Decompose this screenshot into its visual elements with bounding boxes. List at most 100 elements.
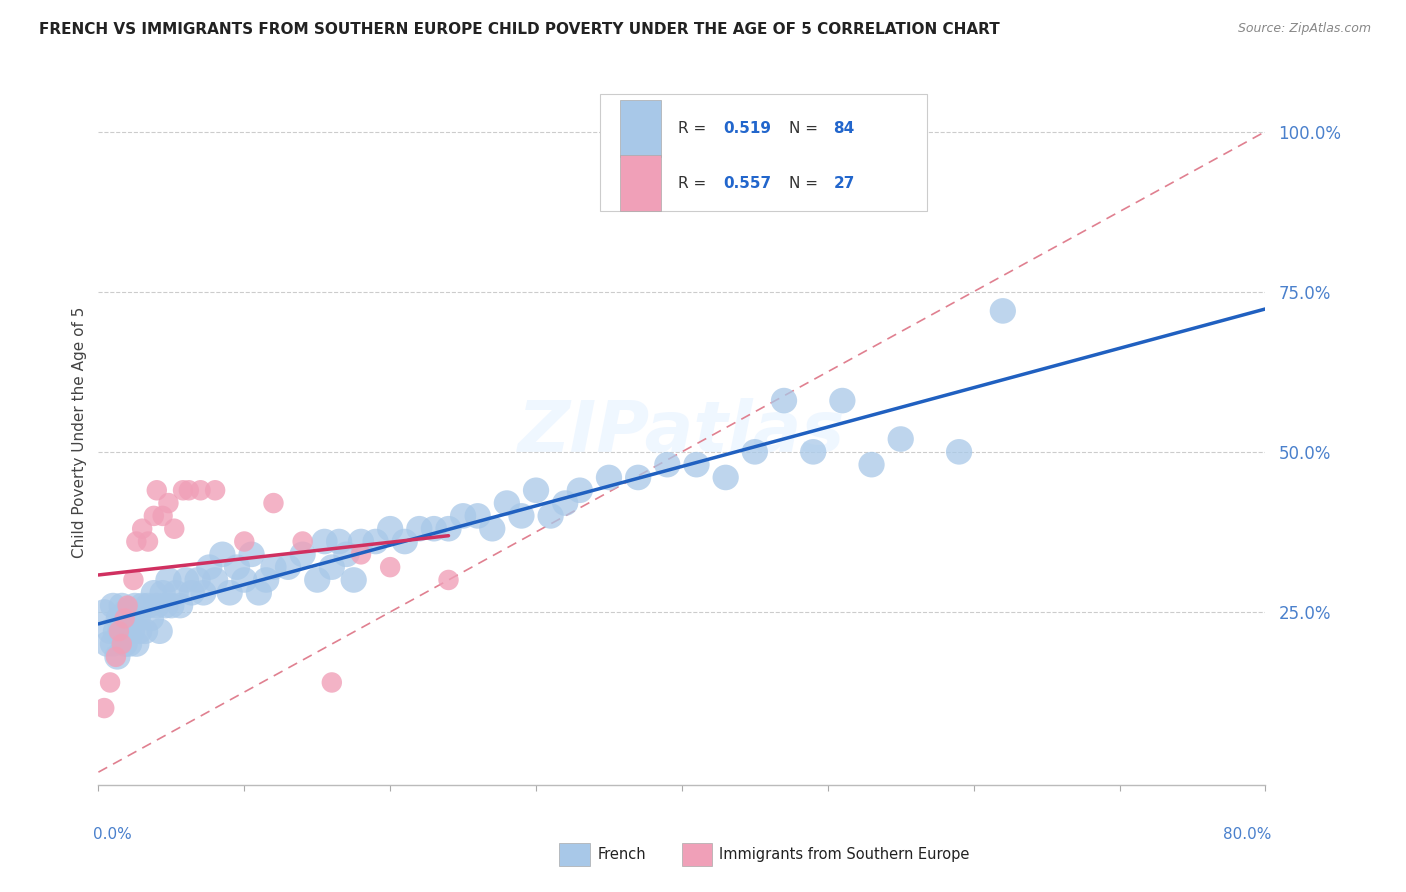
Ellipse shape [626,465,651,491]
Ellipse shape [97,618,124,644]
Ellipse shape [290,541,316,567]
Ellipse shape [132,518,152,539]
Text: R =: R = [679,121,711,136]
Ellipse shape [887,426,914,452]
Ellipse shape [859,452,884,477]
Text: 80.0%: 80.0% [1223,827,1271,842]
Text: 0.519: 0.519 [723,121,770,136]
Ellipse shape [190,580,217,606]
Ellipse shape [311,529,337,554]
Text: Immigrants from Southern Europe: Immigrants from Southern Europe [720,847,970,863]
Ellipse shape [138,606,165,632]
Ellipse shape [143,506,165,526]
Ellipse shape [523,477,550,503]
Text: 0.557: 0.557 [723,176,770,191]
Ellipse shape [347,529,374,554]
Text: FRENCH VS IMMIGRANTS FROM SOUTHERN EUROPE CHILD POVERTY UNDER THE AGE OF 5 CORRE: FRENCH VS IMMIGRANTS FROM SOUTHERN EUROP… [39,22,1000,37]
Ellipse shape [105,606,132,632]
Ellipse shape [350,544,371,565]
Ellipse shape [436,516,461,541]
Text: N =: N = [789,121,823,136]
Ellipse shape [94,698,114,718]
Ellipse shape [239,541,264,567]
Ellipse shape [173,480,193,500]
Ellipse shape [112,599,139,624]
Ellipse shape [377,516,404,541]
Ellipse shape [152,506,173,526]
Ellipse shape [231,567,257,593]
Ellipse shape [94,632,121,657]
Ellipse shape [946,439,972,465]
Ellipse shape [111,632,138,657]
Ellipse shape [124,570,143,591]
Ellipse shape [173,567,200,593]
Ellipse shape [209,541,236,567]
Ellipse shape [167,593,193,618]
Ellipse shape [464,503,491,529]
Ellipse shape [184,567,211,593]
Text: French: French [598,847,647,863]
Ellipse shape [439,570,458,591]
Ellipse shape [553,491,578,516]
Ellipse shape [800,439,827,465]
Ellipse shape [479,516,505,541]
Ellipse shape [420,516,447,541]
Ellipse shape [713,465,738,491]
Ellipse shape [117,595,138,615]
Ellipse shape [115,632,142,657]
Ellipse shape [103,618,129,644]
Bar [560,844,589,866]
Ellipse shape [179,580,205,606]
Ellipse shape [190,480,211,500]
Ellipse shape [108,593,135,618]
FancyBboxPatch shape [600,95,927,211]
Ellipse shape [654,452,681,477]
Ellipse shape [122,593,148,618]
Ellipse shape [149,580,176,606]
Ellipse shape [292,532,314,552]
Text: 27: 27 [834,176,855,191]
Ellipse shape [537,503,564,529]
Ellipse shape [179,480,200,500]
Ellipse shape [104,644,131,670]
Ellipse shape [567,477,593,503]
Ellipse shape [596,465,621,491]
Ellipse shape [143,593,170,618]
Y-axis label: Child Poverty Under the Age of 5: Child Poverty Under the Age of 5 [72,307,87,558]
Ellipse shape [124,632,149,657]
Ellipse shape [114,618,141,644]
Ellipse shape [111,634,132,654]
Ellipse shape [450,503,477,529]
Ellipse shape [129,593,155,618]
Text: 84: 84 [834,121,855,136]
Ellipse shape [152,593,179,618]
Ellipse shape [159,493,179,513]
Ellipse shape [990,298,1017,324]
Ellipse shape [830,388,855,413]
Ellipse shape [276,554,301,580]
Bar [682,844,713,866]
Ellipse shape [380,557,401,577]
Ellipse shape [127,618,152,644]
Ellipse shape [260,554,287,580]
Ellipse shape [132,618,159,644]
Ellipse shape [253,567,280,593]
Ellipse shape [333,541,360,567]
Ellipse shape [197,554,222,580]
Ellipse shape [163,580,188,606]
Ellipse shape [100,673,121,693]
Ellipse shape [319,554,344,580]
Text: ZIPatlas: ZIPatlas [519,398,845,467]
Ellipse shape [770,388,797,413]
Bar [620,100,661,157]
Ellipse shape [117,606,143,632]
Ellipse shape [494,491,520,516]
Text: Source: ZipAtlas.com: Source: ZipAtlas.com [1237,22,1371,36]
Ellipse shape [107,618,134,644]
Ellipse shape [304,567,330,593]
Ellipse shape [742,439,768,465]
Ellipse shape [165,518,184,539]
Bar [620,155,661,211]
Ellipse shape [202,567,228,593]
Ellipse shape [217,580,243,606]
